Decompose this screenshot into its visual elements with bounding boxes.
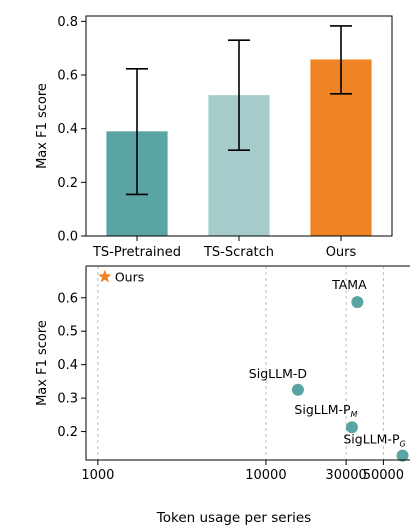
point-label-2: TAMA: [331, 277, 367, 292]
y-tick-label-1: 0.2: [57, 425, 78, 440]
x-tick-label-1: TS-Pretrained: [92, 245, 181, 260]
y-tick-label-4: 0.5: [57, 325, 78, 340]
point-label-1: Ours: [115, 270, 144, 285]
x-tick-label-1: 1000: [81, 468, 114, 483]
point-5: [396, 449, 409, 462]
y-tick-label-5: 0.6: [57, 291, 78, 306]
x-tick-label-3: 30000: [325, 468, 366, 483]
x-tick-label-2: 10000: [245, 468, 286, 483]
point-3: [291, 383, 304, 396]
bar-chart: TS-Pretrained TS-Scratch Ours 0.0 0.2 0.4 0.6 0…: [35, 15, 393, 260]
point-2: [351, 296, 364, 309]
y-tick-label-2: 0.3: [57, 392, 78, 407]
y-axis-label: Max F1 score: [35, 83, 50, 169]
point-label-4: SigLLM-PM: [294, 402, 357, 419]
y-tick-label-1: 0.0: [57, 230, 78, 245]
point-label-5: SigLLM-PG: [343, 432, 405, 449]
axis-lines: [85, 266, 410, 461]
x-tick-label-2: TS-Scratch: [203, 245, 274, 260]
y-tick-label-3: 0.4: [57, 358, 78, 373]
point-4: [345, 421, 358, 434]
x-tick-label-3: Ours: [326, 245, 357, 260]
y-tick-label-4: 0.6: [57, 69, 78, 84]
y-tick-label-5: 0.8: [57, 15, 78, 30]
plot-frame: [85, 15, 393, 237]
point-label-3: SigLLM-D: [249, 366, 307, 381]
point-ours: [98, 269, 112, 283]
x-tick-label-4: 50000: [363, 468, 404, 483]
y-tick-label-3: 0.4: [57, 122, 78, 137]
y-tick-label-2: 0.2: [57, 176, 78, 191]
x-axis-label: Token usage per series: [156, 510, 311, 526]
y-axis-label: Max F1 score: [35, 320, 50, 406]
